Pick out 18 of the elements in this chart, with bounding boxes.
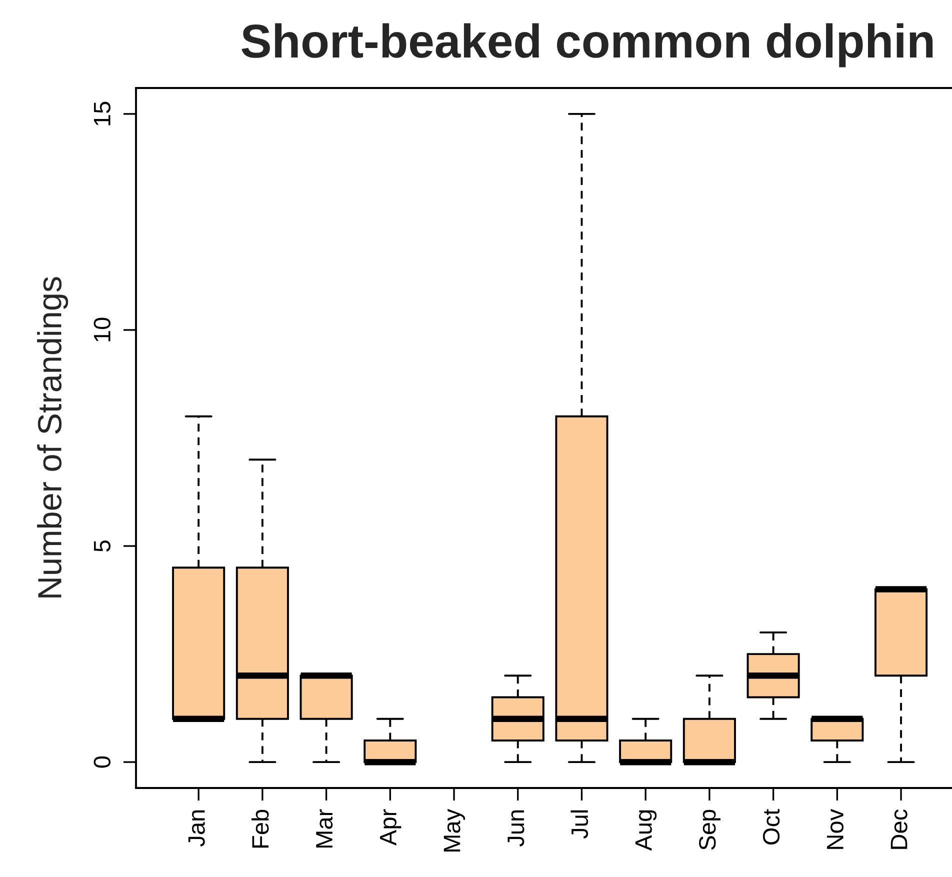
x-tick-label: Aug	[635, 810, 657, 851]
y-tick-label: 5	[94, 540, 110, 552]
x-tick-label: Nov	[827, 808, 844, 849]
x-tick-label: Sep	[699, 810, 720, 850]
y-tick-label: 10	[94, 318, 110, 342]
y-tick-label: 15	[94, 102, 110, 126]
y-axis-title: Number of Strandings	[37, 277, 68, 598]
x-tick-label: Oct	[762, 809, 780, 844]
chart-title: Short-beaked common dolphin	[242, 23, 933, 68]
y-tick-label: 0	[94, 756, 110, 768]
x-tick-label: Jan	[188, 810, 205, 847]
x-tick-label: Feb	[251, 810, 269, 848]
x-tick-label: Dec	[890, 809, 908, 849]
x-tick-label: Apr	[380, 809, 402, 846]
x-tick-label: Mar	[316, 809, 333, 848]
x-tick-label: Jun	[508, 810, 524, 847]
x-tick-label: Jul	[570, 810, 588, 839]
x-tick-label: May	[444, 808, 466, 852]
